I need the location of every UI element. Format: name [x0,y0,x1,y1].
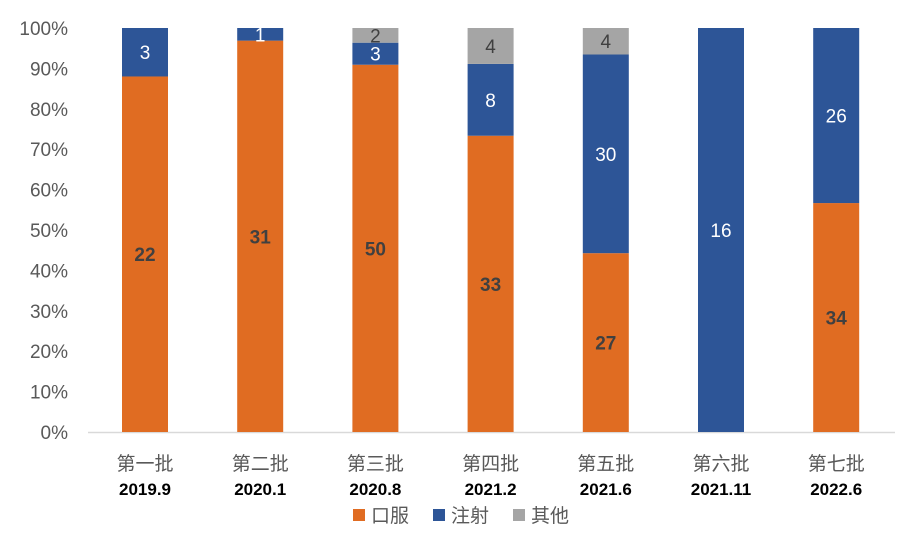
bar-segment [698,28,744,432]
x-date-label: 2021.6 [580,480,632,499]
legend-label: 口服 [371,505,409,527]
bar-segment [467,28,514,64]
x-category-label: 第一批 [116,453,173,475]
bar-segment [352,42,399,65]
legend-item: 口服 [353,505,409,527]
x-category-label: 第四批 [462,453,519,475]
x-category-label: 第六批 [692,453,749,475]
x-date-label: 2020.8 [349,480,401,499]
data-label: 26 [826,107,847,128]
bar-segment [352,28,399,43]
bar-segment [467,63,514,136]
legend-item: 注射 [433,505,489,527]
data-label: 3 [140,43,151,64]
x-category-label: 第二批 [232,453,289,475]
legend-swatch [353,509,365,521]
y-tick-label: 80% [30,100,68,121]
bar-segment [813,203,860,432]
y-tick-label: 40% [30,261,68,282]
data-label: 3 [370,45,381,66]
bar-segment [467,135,514,432]
y-tick-label: 30% [30,302,68,323]
data-label: 33 [480,275,501,296]
bar-segment [582,28,629,55]
bar-segment [582,253,629,432]
data-label: 4 [485,37,496,58]
bar-segment [122,76,168,432]
legend-item: 其他 [513,505,569,527]
data-label: 31 [250,227,272,248]
data-label: 2 [370,26,381,47]
bar-segment [813,28,860,204]
legend-label: 注射 [451,505,489,527]
legend-label: 其他 [531,505,569,527]
data-label: 4 [601,32,612,53]
data-label: 34 [826,309,848,330]
data-label: 27 [595,334,616,355]
y-tick-label: 50% [30,221,68,242]
y-tick-label: 20% [30,342,68,363]
x-date-label: 2021.2 [465,480,517,499]
x-date-label: 2020.1 [234,480,286,499]
y-tick-label: 10% [30,383,68,404]
y-tick-label: 100% [19,19,68,40]
bar-segment [237,40,284,432]
bar-segment [237,28,284,41]
x-category-label: 第七批 [808,453,865,475]
data-label: 50 [365,239,386,260]
legend-swatch [513,509,525,521]
data-label: 16 [710,221,731,242]
legend-swatch [433,509,445,521]
x-category-label: 第五批 [577,453,634,475]
bar-segment [582,54,629,254]
x-date-label: 2021.11 [691,480,752,499]
data-label: 22 [134,245,155,266]
bar-segment [352,64,399,433]
y-tick-label: 0% [41,423,69,444]
y-tick-label: 70% [30,140,68,161]
data-label: 8 [485,91,496,112]
x-date-label: 2019.9 [119,480,171,499]
y-tick-label: 90% [30,59,68,80]
x-category-label: 第三批 [347,453,404,475]
x-date-label: 2022.6 [810,480,862,499]
bar-segment [122,28,168,77]
data-label: 30 [595,145,616,166]
data-label: 1 [255,25,266,46]
y-tick-label: 60% [30,181,68,202]
